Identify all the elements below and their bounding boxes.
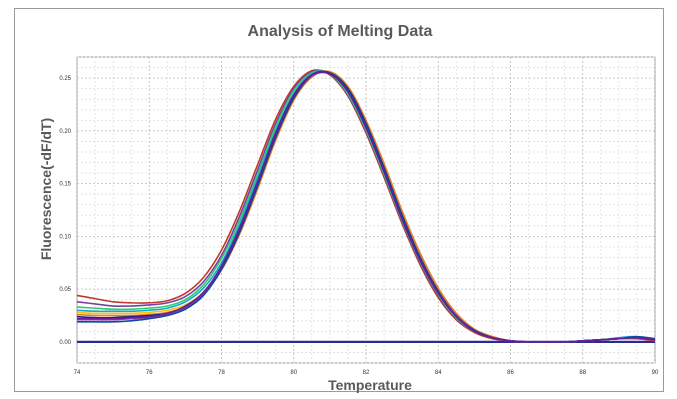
x-tick-label: 90 <box>652 370 659 376</box>
y-axis-label: Fluorescence(-dF/dT) <box>38 118 54 260</box>
series-line-10 <box>76 71 656 343</box>
x-tick-label: 80 <box>290 370 297 376</box>
x-tick-label: 82 <box>363 370 370 376</box>
chart-title: Analysis of Melting Data <box>248 23 433 40</box>
y-tick-label: 0.15 <box>59 182 71 188</box>
y-tick-label: 0.25 <box>59 76 71 82</box>
x-tick-label: 84 <box>435 370 442 376</box>
x-tick-label: 74 <box>74 370 81 376</box>
series-group <box>76 69 656 343</box>
y-tick-label: 0.10 <box>59 234 71 240</box>
x-tick-label: 86 <box>507 370 514 376</box>
x-axis-label: Temperature <box>328 377 412 393</box>
y-ticks: 0.00 0.05 0.10 0.15 0.20 0.25 <box>59 76 71 346</box>
y-tick-label: 0.20 <box>59 129 71 135</box>
chart-frame: Analysis of Melting Data 74 76 78 80 82 84 86 8… <box>14 8 664 393</box>
melting-curve-chart: Analysis of Melting Data 74 76 78 80 82 84 86 8… <box>38 23 659 393</box>
x-ticks: 74 76 78 80 82 84 86 88 90 <box>74 370 659 376</box>
x-tick-label: 78 <box>218 370 225 376</box>
x-tick-label: 88 <box>579 370 586 376</box>
y-tick-label: 0.00 <box>59 340 71 346</box>
x-tick-label: 76 <box>146 370 153 376</box>
y-tick-label: 0.05 <box>59 287 71 293</box>
